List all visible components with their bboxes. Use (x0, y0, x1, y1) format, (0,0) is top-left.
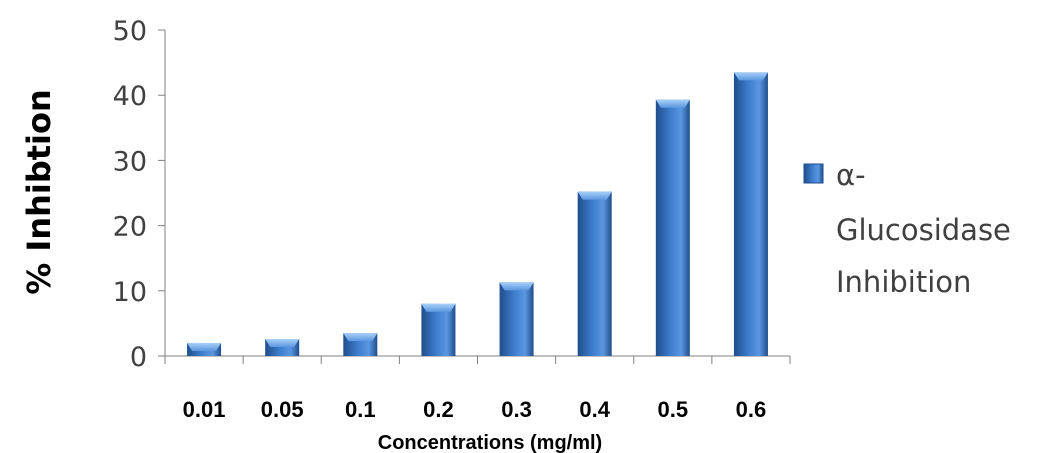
y-tick-label: 0 (130, 342, 147, 373)
legend-label-line-3: Inhibition (836, 265, 971, 299)
bar (733, 72, 768, 356)
bar (499, 282, 534, 356)
bar (577, 191, 612, 356)
bar-cap (499, 282, 534, 291)
bar (265, 339, 300, 356)
bar-cap (421, 303, 456, 312)
bar-body (421, 303, 456, 356)
x-tick-label: 0.01 (183, 397, 226, 422)
bar-body (733, 72, 768, 356)
bar-body (577, 191, 612, 356)
bar-body (655, 99, 690, 356)
x-tick-label: 0.2 (423, 397, 454, 422)
bar (655, 99, 690, 356)
x-tick-label: 0.4 (579, 397, 610, 422)
x-tick-label: 0.6 (736, 397, 767, 422)
bar (187, 342, 222, 356)
legend: α- Glucosidase Inhibition (803, 158, 1011, 299)
y-tick-label: 30 (113, 146, 147, 177)
legend-swatch (803, 163, 824, 184)
bar (343, 333, 378, 356)
x-tick-label: 0.3 (501, 397, 532, 422)
x-axis-label: Concentrations (mg/ml) (378, 432, 602, 453)
legend-label-line-1: α- (836, 158, 866, 192)
bar-cap (577, 191, 612, 200)
bar-cap (265, 339, 300, 348)
x-axis: 0.01 0.05 0.1 0.2 0.3 0.4 0.5 0.6 (164, 355, 791, 422)
y-tick-label: 40 (113, 81, 147, 112)
bar-series (187, 72, 768, 356)
y-tick-label: 50 (113, 16, 147, 47)
x-tick-label: 0.05 (261, 397, 304, 422)
bar (421, 303, 456, 356)
bar-cap (187, 342, 222, 351)
bar-cap (655, 99, 690, 108)
legend-label-line-2: Glucosidase (836, 213, 1011, 247)
x-tick-label: 0.1 (345, 397, 376, 422)
y-axis-label: % Inhibtion (20, 89, 58, 295)
bar-body (499, 282, 534, 356)
y-tick-label: 10 (113, 277, 147, 308)
y-tick-label: 20 (113, 212, 147, 243)
y-axis: 0 10 20 30 40 50 (113, 16, 166, 373)
x-tick-label: 0.5 (658, 397, 689, 422)
bar-cap (733, 72, 768, 81)
bar-cap (343, 333, 378, 342)
